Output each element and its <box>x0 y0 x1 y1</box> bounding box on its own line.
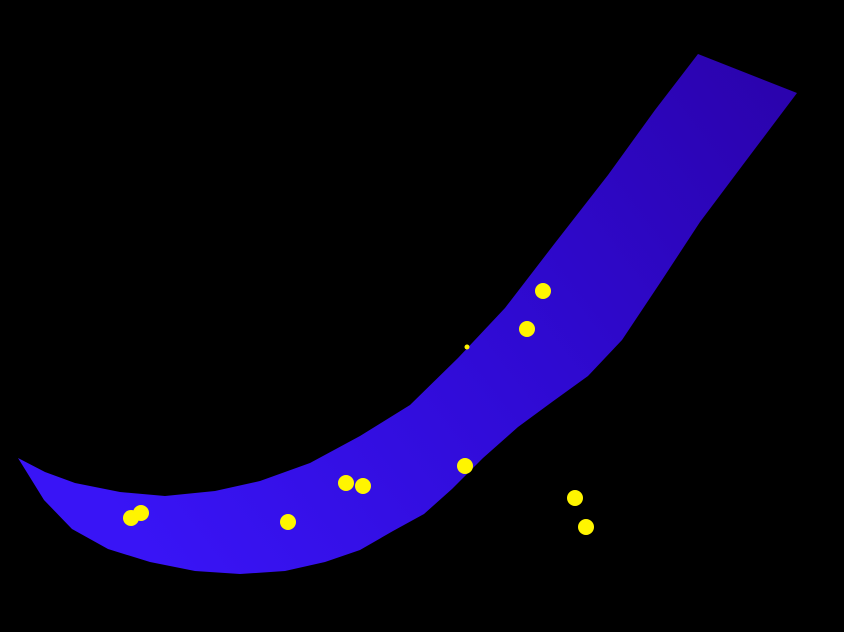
partial-data-point <box>464 344 470 350</box>
data-point <box>355 478 371 494</box>
data-point <box>578 519 594 535</box>
data-point <box>567 490 583 506</box>
data-point <box>133 505 149 521</box>
data-point <box>280 514 296 530</box>
data-point <box>519 321 535 337</box>
data-point <box>457 458 473 474</box>
data-point <box>535 283 551 299</box>
model-band <box>18 54 797 574</box>
data-point <box>338 475 354 491</box>
